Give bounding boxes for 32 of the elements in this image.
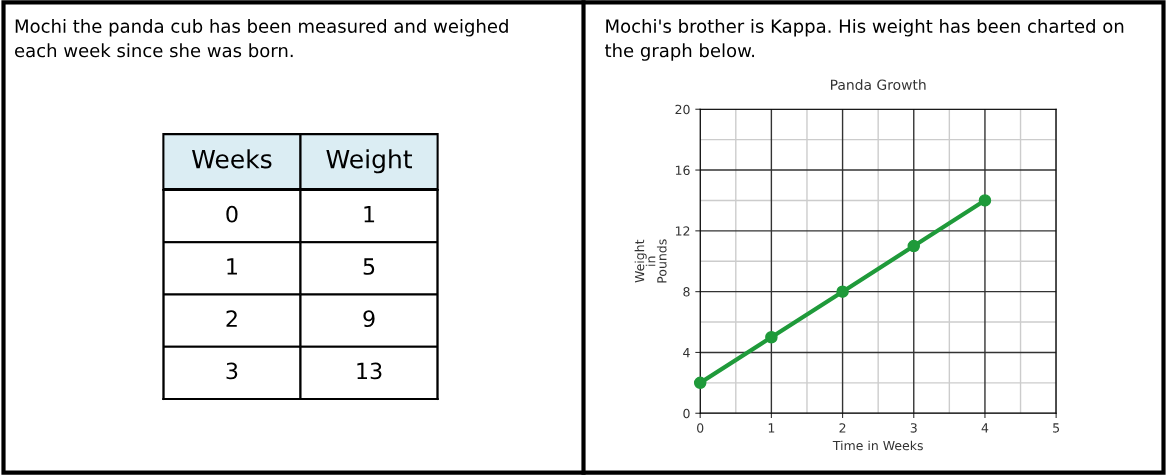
y-tick-label: 12 xyxy=(675,226,690,236)
chart-title: Panda Growth xyxy=(831,79,926,90)
x-tick-label: 0 xyxy=(697,423,704,433)
x-tick-label: 1 xyxy=(768,423,775,433)
point xyxy=(907,239,921,253)
data-label: 5 xyxy=(363,258,375,275)
data-label: 0 xyxy=(226,205,238,223)
data-label: 3 xyxy=(226,362,238,380)
point xyxy=(978,194,992,207)
point xyxy=(693,376,707,390)
y-tick-label: 4 xyxy=(683,348,690,358)
data-label: 2 xyxy=(226,310,237,327)
data-label: 13 xyxy=(357,362,382,380)
y-tick-label: 20 xyxy=(675,104,690,115)
x-tick-label: 4 xyxy=(981,423,989,433)
data-label: 1 xyxy=(227,258,237,275)
x-tick-label: 3 xyxy=(910,423,917,433)
text: Mochi's brother is Kappa. His weight has been charted on the graph below. xyxy=(604,19,1124,61)
x-tick-label: Weeks xyxy=(192,149,272,169)
x-tick-label: 2 xyxy=(839,423,846,433)
y-tick-label: 0 xyxy=(683,408,690,419)
y-tick-label: 8 xyxy=(683,287,690,297)
y-axis-title: Weight in Pounds xyxy=(634,239,667,283)
x-tick-label: 5 xyxy=(1053,423,1060,433)
y-tick-label: 16 xyxy=(675,165,690,175)
data-label: 9 xyxy=(363,310,375,328)
point xyxy=(836,285,849,298)
x-tick-label: Weight xyxy=(326,149,413,174)
point xyxy=(765,330,778,344)
text: Mochi the panda cub has been measured and weighed each week since she was born. xyxy=(15,19,508,58)
data-label: 1 xyxy=(364,206,375,223)
x-axis-title: Time in Weeks xyxy=(832,440,923,451)
